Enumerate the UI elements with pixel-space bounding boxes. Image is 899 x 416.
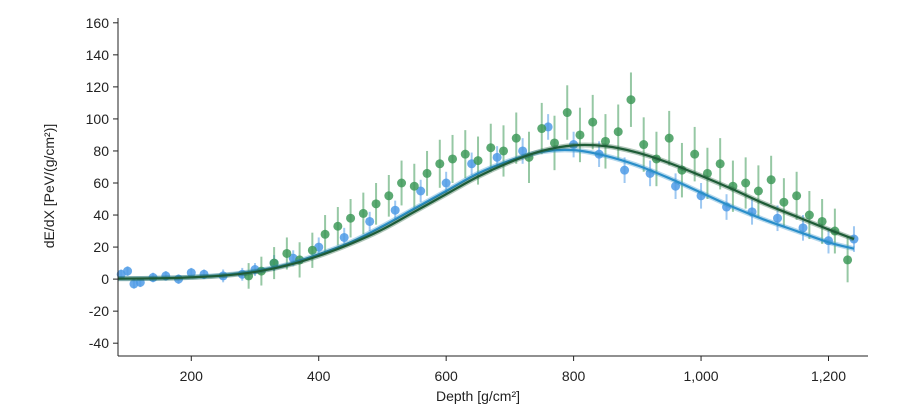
data-point [135, 277, 145, 287]
y-tick-label: 60 [93, 175, 109, 191]
data-point [422, 168, 432, 178]
data-point [518, 146, 528, 156]
data-point [492, 152, 502, 162]
data-point [715, 159, 725, 169]
data-point [773, 213, 783, 223]
data-point [186, 268, 196, 278]
x-axis-title: Depth [g/cm²] [436, 388, 520, 404]
point-series-1 [244, 72, 853, 289]
data-point [843, 255, 853, 265]
data-point [499, 146, 509, 156]
data-point [473, 156, 483, 166]
data-point [664, 133, 674, 143]
x-ticks: 200 400 600 800 1,000 1,200 [180, 356, 846, 384]
y-tick-label: 40 [93, 207, 109, 223]
data-point [671, 181, 681, 191]
y-tick-label: 160 [86, 15, 110, 31]
data-point [741, 178, 751, 188]
data-point [123, 266, 133, 276]
x-tick-label: 400 [307, 368, 331, 384]
data-point [753, 186, 763, 196]
data-point [346, 213, 356, 223]
data-point [365, 216, 375, 226]
data-point [588, 117, 598, 127]
data-point [339, 232, 349, 242]
data-point [766, 175, 776, 185]
x-tick-label: 600 [434, 368, 458, 384]
plot-area [116, 72, 859, 289]
x-tick-label: 200 [180, 368, 204, 384]
y-tick-label: 100 [86, 111, 110, 127]
data-point [371, 199, 381, 209]
data-point [409, 181, 419, 191]
fit-curve-3 [117, 143, 855, 280]
point-series-0 [116, 114, 859, 289]
y-tick-label: 0 [101, 271, 109, 287]
data-point [269, 258, 279, 268]
y-tick-label: 140 [86, 47, 110, 63]
y-tick-label: -40 [89, 335, 109, 351]
axes: -40 -20 0 20 40 60 80 100 120 140 160 200 400 600 800… [86, 15, 868, 384]
data-point [320, 229, 330, 239]
data-point [690, 149, 700, 159]
data-point [600, 136, 610, 146]
data-point [549, 138, 559, 148]
data-point [384, 191, 394, 201]
y-tick-label: 80 [93, 143, 109, 159]
y-ticks: -40 -20 0 20 40 60 80 100 120 140 160 [86, 15, 118, 351]
data-point [460, 149, 470, 159]
data-point [435, 159, 445, 169]
data-point [817, 216, 827, 226]
data-point [792, 191, 802, 201]
data-point [779, 197, 789, 207]
data-point [620, 165, 630, 175]
data-point [613, 127, 623, 137]
data-point [626, 95, 636, 105]
data-point [448, 154, 458, 164]
data-point [639, 140, 649, 150]
y-tick-label: 120 [86, 79, 110, 95]
data-point [798, 223, 808, 233]
fit-curve-2 [117, 148, 855, 280]
y-tick-label: -20 [89, 303, 109, 319]
data-point [562, 108, 572, 118]
data-point [307, 245, 317, 255]
x-tick-label: 800 [562, 368, 586, 384]
data-point [575, 130, 585, 140]
data-point [441, 178, 451, 188]
x-tick-label: 1,200 [811, 368, 846, 384]
y-tick-label: 20 [93, 239, 109, 255]
y-axis-title: dE/dX [PeV/(g/cm²)] [41, 124, 57, 248]
data-point [358, 208, 368, 218]
data-point [282, 248, 292, 258]
data-point [390, 205, 400, 215]
data-point [416, 186, 426, 196]
data-point [804, 210, 814, 220]
data-point [511, 133, 521, 143]
data-point [397, 178, 407, 188]
data-point [702, 168, 712, 178]
data-point [333, 221, 343, 231]
data-point [537, 124, 547, 134]
data-point [486, 143, 496, 153]
x-tick-label: 1,000 [684, 368, 719, 384]
